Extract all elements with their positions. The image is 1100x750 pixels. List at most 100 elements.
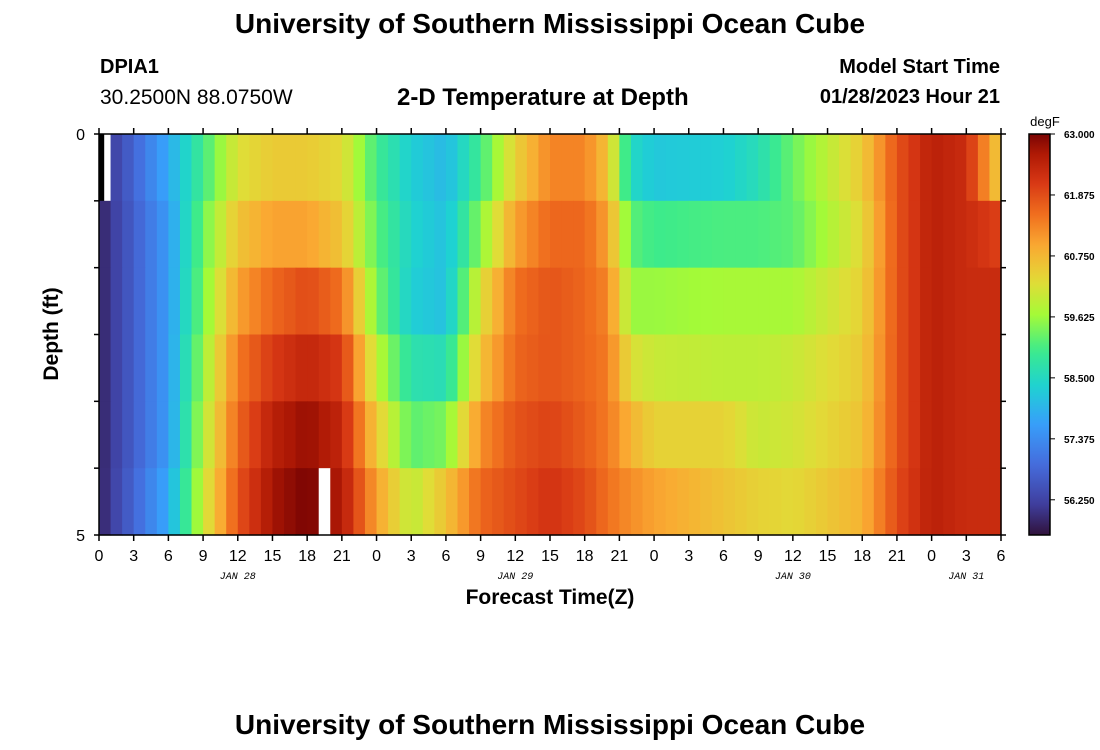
- heatmap-cell: [584, 334, 597, 402]
- heatmap-cell: [781, 267, 794, 336]
- heatmap-cell: [827, 334, 840, 402]
- heatmap-cell: [931, 134, 944, 202]
- heatmap-cell: [688, 267, 701, 336]
- y-tick-label: 5: [76, 528, 85, 545]
- heatmap-cell: [457, 334, 470, 402]
- heatmap-cell: [665, 200, 678, 269]
- heatmap-cell: [550, 468, 563, 536]
- colorbar-tick-label: 63.000: [1064, 130, 1095, 141]
- heatmap-cell: [445, 267, 459, 336]
- heatmap-cell: [792, 468, 806, 536]
- colorbar-tick-label: 61.875: [1064, 191, 1095, 202]
- heatmap-cell: [781, 134, 794, 202]
- heatmap-cell: [839, 200, 852, 269]
- heatmap-cell: [977, 401, 991, 469]
- heatmap-cell: [850, 267, 863, 336]
- heatmap-cell: [364, 200, 378, 269]
- heatmap-cell: [353, 401, 366, 469]
- heatmap-cell: [168, 334, 181, 402]
- heatmap-cell: [630, 200, 644, 269]
- heatmap-cell: [896, 334, 910, 402]
- heatmap-cell: [943, 334, 956, 402]
- heatmap-cell: [156, 401, 169, 469]
- heatmap-cell: [920, 267, 933, 336]
- x-tick-label: 21: [333, 548, 351, 565]
- heatmap-cell: [388, 200, 401, 269]
- heatmap-cell: [619, 401, 632, 469]
- heatmap-cell: [179, 401, 193, 469]
- heatmap-cell: [434, 267, 447, 336]
- heatmap-cell: [469, 334, 482, 402]
- heatmap-cell: [642, 134, 655, 202]
- heatmap-cell: [561, 134, 574, 202]
- heatmap-cell: [954, 267, 967, 336]
- heatmap-cell: [179, 200, 193, 269]
- heatmap-cell: [769, 134, 782, 202]
- heatmap-cell: [411, 468, 424, 536]
- heatmap-cell: [584, 200, 597, 269]
- heatmap-cell: [908, 468, 921, 536]
- date-label: JAN 29: [497, 572, 533, 583]
- heatmap-cell: [133, 401, 146, 469]
- heatmap-cell: [839, 267, 852, 336]
- x-tick-label: 18: [298, 548, 316, 565]
- heatmap-cell: [515, 267, 528, 336]
- x-tick-label: 3: [407, 548, 416, 565]
- heatmap-cell: [284, 334, 297, 402]
- heatmap-cell: [931, 200, 944, 269]
- heatmap-cell: [376, 334, 389, 402]
- colorbar-tick-label: 57.375: [1064, 435, 1095, 446]
- heatmap-cell: [492, 468, 505, 536]
- heatmap-cell: [145, 468, 158, 536]
- heatmap-cell: [989, 267, 1002, 336]
- heatmap-cell: [318, 200, 331, 269]
- x-tick-label: 6: [719, 548, 728, 565]
- heatmap-cell: [284, 134, 297, 202]
- heatmap-cell: [711, 401, 725, 469]
- heatmap-cell: [989, 334, 1002, 402]
- heatmap-cell: [214, 468, 227, 536]
- heatmap-cell: [561, 401, 574, 469]
- heatmap-cell: [573, 334, 586, 402]
- heatmap-cell: [353, 200, 366, 269]
- heatmap-cell: [700, 267, 713, 336]
- heatmap-cell: [792, 401, 806, 469]
- heatmap-cell: [272, 401, 285, 469]
- heatmap-cell: [122, 134, 135, 202]
- heatmap-cell: [977, 134, 991, 202]
- heatmap-cell: [792, 134, 806, 202]
- heatmap-cell: [469, 134, 482, 202]
- heatmap-cell: [203, 200, 216, 269]
- heatmap-cell: [561, 200, 574, 269]
- heatmap-cell: [260, 200, 274, 269]
- heatmap-cell: [133, 468, 146, 536]
- heatmap-cell: [966, 401, 979, 469]
- heatmap-cell: [758, 334, 771, 402]
- heatmap-cell: [538, 468, 551, 536]
- heatmap-cell: [769, 401, 782, 469]
- heatmap-cell: [596, 200, 609, 269]
- x-tick-label: 0: [650, 548, 659, 565]
- heatmap-cell: [191, 334, 204, 402]
- heatmap-cell: [341, 134, 355, 202]
- heatmap-cell: [480, 468, 493, 536]
- x-tick-label: 21: [888, 548, 906, 565]
- heatmap-cell: [434, 334, 447, 402]
- heatmap-cell: [850, 401, 863, 469]
- heatmap-cell: [596, 134, 609, 202]
- heatmap-cell: [411, 200, 424, 269]
- heatmap-cell: [364, 134, 378, 202]
- heatmap-cell: [561, 334, 574, 402]
- heatmap-cell: [469, 200, 482, 269]
- heatmap-cell: [272, 134, 285, 202]
- heatmap-cell: [249, 200, 262, 269]
- heatmap-cell: [989, 468, 1002, 536]
- heatmap-cell: [214, 267, 227, 336]
- heatmap-cell: [630, 267, 644, 336]
- heatmap-cell: [954, 401, 967, 469]
- heatmap-cell: [503, 334, 516, 402]
- heatmap-cell: [989, 200, 1002, 269]
- heatmap-cell: [295, 401, 308, 469]
- heatmap-cell: [353, 134, 366, 202]
- heatmap-cell: [943, 200, 956, 269]
